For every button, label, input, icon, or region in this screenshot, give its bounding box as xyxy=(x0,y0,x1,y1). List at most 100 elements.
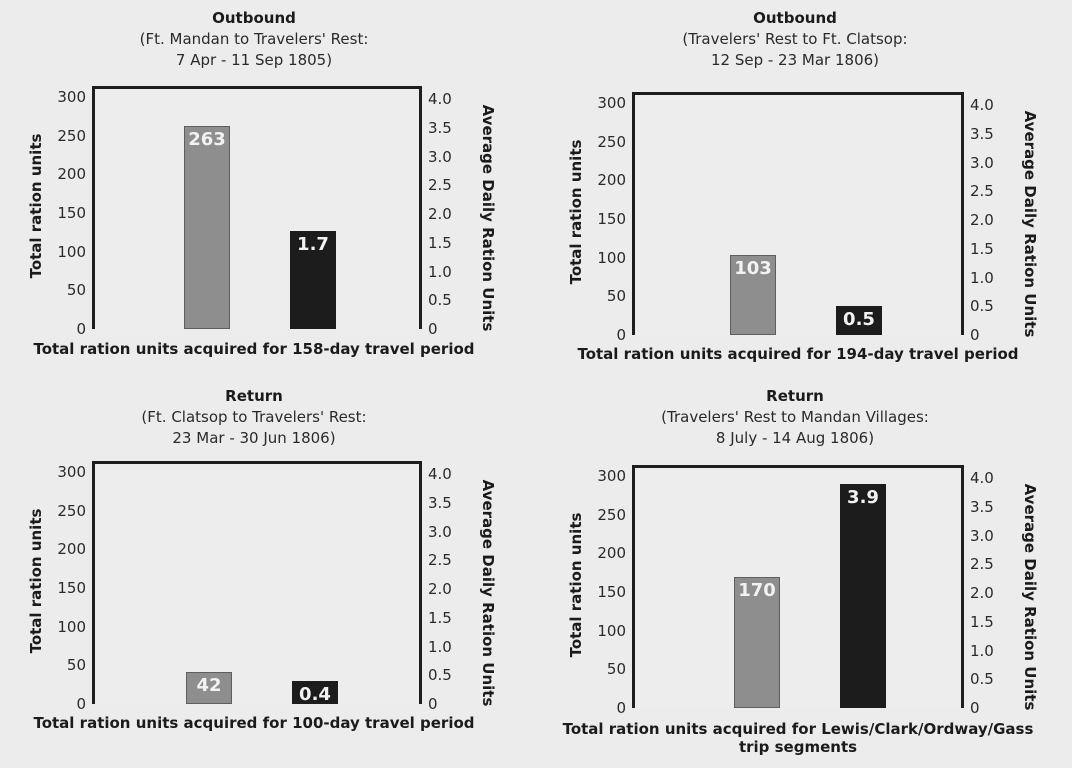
right-tick-label: 4.0 xyxy=(970,469,994,487)
chart-subtitle: 23 Mar - 30 Jun 1806) xyxy=(172,429,336,447)
right-tick-label: 0 xyxy=(428,320,438,338)
average-daily-bar xyxy=(290,231,336,329)
chart-title-block: Return (Travelers' Rest to Mandan Village… xyxy=(545,386,1045,449)
right-tick-label: 1.0 xyxy=(970,268,994,287)
right-tick-label: 0 xyxy=(428,695,438,713)
x-axis-label: Total ration units acquired for 158-day … xyxy=(33,340,475,358)
chart-subtitle: (Travelers' Rest to Mandan Villages: xyxy=(661,408,929,426)
right-tick-label: 2.5 xyxy=(970,555,994,574)
right-tick-label: 0 xyxy=(970,699,980,717)
total-ration-value-label: 263 xyxy=(188,128,226,150)
right-tick-label: 0.5 xyxy=(428,666,452,685)
right-tick-label: 3.0 xyxy=(970,153,994,172)
right-tick-label: 3.0 xyxy=(428,522,452,541)
left-tick-label: 250 xyxy=(597,132,626,151)
average-daily-value-label: 1.7 xyxy=(297,234,329,256)
left-tick-label: 200 xyxy=(57,165,86,184)
chart-title: Return xyxy=(225,387,283,405)
chart-title-block: Outbound (Travelers' Rest to Ft. Clatsop:… xyxy=(545,8,1045,71)
average-daily-bar xyxy=(840,483,886,708)
right-tick-label: 4.0 xyxy=(970,96,994,114)
left-tick-label: 300 xyxy=(597,94,626,112)
right-tick-label: 3.0 xyxy=(428,147,452,166)
chart-subtitle: (Ft. Mandan to Travelers' Rest: xyxy=(139,30,369,48)
chart-title: Outbound xyxy=(753,9,837,27)
x-axis-label-line: Total ration units acquired for Lewis/Cl… xyxy=(562,720,1034,738)
chart-subtitle: 12 Sep - 23 Mar 1806) xyxy=(710,51,880,69)
right-tick-label: 3.5 xyxy=(428,118,452,137)
average-daily-bar xyxy=(292,681,338,704)
total-ration-bar xyxy=(734,576,780,708)
chart-title-block: Return (Ft. Clatsop to Travelers' Rest: 23… xyxy=(4,386,504,449)
left-tick-label: 300 xyxy=(57,463,86,481)
right-tick-label: 2.5 xyxy=(428,551,452,570)
right-tick-label: 1.5 xyxy=(428,608,452,627)
left-tick-label: 200 xyxy=(57,540,86,559)
right-tick-label: 0.5 xyxy=(428,291,452,310)
y-axis-label-left: Total ration units xyxy=(27,508,45,654)
y-axis-label-left: Total ration units xyxy=(27,133,45,279)
right-tick-label: 1.0 xyxy=(428,637,452,656)
total-ration-value-label: 42 xyxy=(196,674,222,696)
right-tick-label: 0 xyxy=(970,326,980,344)
y-axis-label-right: Average Daily Ration Units xyxy=(1021,483,1039,711)
right-tick-label: 4.0 xyxy=(428,90,452,108)
right-tick-label: 2.0 xyxy=(970,211,994,229)
y-axis-label-right: Average Daily Ration Units xyxy=(1021,110,1039,338)
right-tick-label: 3.5 xyxy=(428,493,452,512)
total-ration-bar xyxy=(184,125,230,329)
chart-title-block: Outbound (Ft. Mandan to Travelers' Rest: 7… xyxy=(4,8,504,71)
left-tick-label: 150 xyxy=(597,210,626,228)
right-tick-label: 1.0 xyxy=(970,641,994,660)
right-tick-label: 1.0 xyxy=(428,262,452,281)
left-tick-label: 250 xyxy=(57,126,86,145)
right-tick-label: 2.0 xyxy=(428,205,452,223)
left-tick-label: 250 xyxy=(57,501,86,520)
right-tick-label: 2.0 xyxy=(970,584,994,602)
x-axis-label: Total ration units acquired for Lewis/Cl… xyxy=(528,720,1068,756)
left-tick-label: 150 xyxy=(57,579,86,597)
x-axis-label: Total ration units acquired for 100-day … xyxy=(33,714,475,732)
left-tick-label: 50 xyxy=(66,281,86,300)
left-tick-label: 200 xyxy=(597,544,626,563)
right-tick-label: 2.5 xyxy=(428,176,452,195)
right-tick-label: 3.0 xyxy=(970,526,994,545)
left-tick-label: 150 xyxy=(57,204,86,222)
x-axis-label: Total ration units acquired for 194-day … xyxy=(577,345,1019,363)
total-ration-bar xyxy=(730,255,776,335)
left-tick-label: 50 xyxy=(66,656,86,675)
left-tick-label: 50 xyxy=(606,660,626,679)
chart-title: Outbound xyxy=(212,9,296,27)
left-tick-label: 150 xyxy=(597,583,626,601)
right-tick-label: 1.5 xyxy=(428,233,452,252)
x-axis-label-line: trip segments xyxy=(738,738,858,756)
chart-subtitle: (Ft. Clatsop to Travelers' Rest: xyxy=(141,408,367,426)
right-tick-label: 4.0 xyxy=(428,465,452,483)
right-tick-label: 3.5 xyxy=(970,497,994,516)
chart-title: Return xyxy=(766,387,824,405)
left-tick-label: 100 xyxy=(57,617,86,636)
left-tick-label: 200 xyxy=(597,171,626,190)
average-daily-value-label: 3.9 xyxy=(847,486,879,508)
right-tick-label: 1.5 xyxy=(970,239,994,258)
left-tick-label: 100 xyxy=(597,621,626,640)
total-ration-value-label: 103 xyxy=(734,258,772,280)
left-tick-label: 0 xyxy=(616,699,626,717)
left-tick-label: 100 xyxy=(597,248,626,267)
left-tick-label: 300 xyxy=(57,88,86,106)
right-tick-label: 3.5 xyxy=(970,124,994,143)
average-daily-value-label: 0.4 xyxy=(299,684,331,705)
right-tick-label: 2.0 xyxy=(428,580,452,598)
plot-area xyxy=(92,461,422,704)
total-ration-value-label: 170 xyxy=(738,579,776,601)
left-tick-label: 100 xyxy=(57,242,86,261)
chart-subtitle: 7 Apr - 11 Sep 1805) xyxy=(175,51,333,69)
plot-area xyxy=(632,92,964,335)
right-tick-label: 0.5 xyxy=(970,670,994,689)
left-tick-label: 0 xyxy=(616,326,626,344)
total-ration-bar xyxy=(186,671,232,704)
right-tick-label: 2.5 xyxy=(970,182,994,201)
left-tick-label: 300 xyxy=(597,467,626,485)
left-tick-label: 0 xyxy=(76,695,86,713)
plot-area xyxy=(632,465,964,708)
